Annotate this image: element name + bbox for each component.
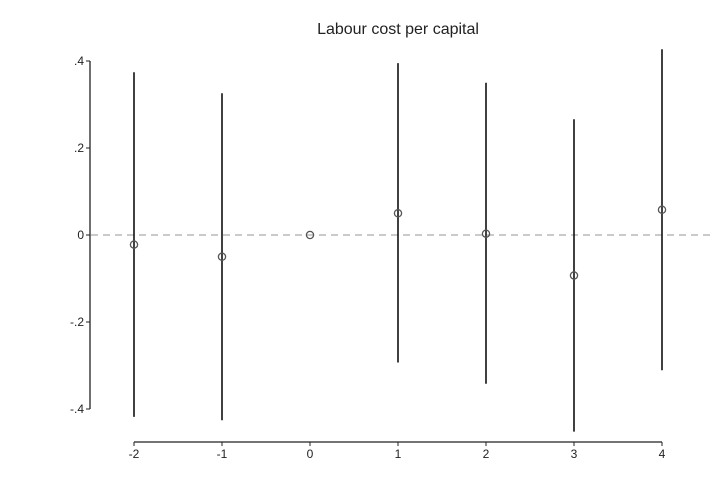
estimate-point--2 bbox=[129, 240, 139, 249]
estimate-point-1 bbox=[393, 208, 403, 218]
x-tick-label: 4 bbox=[659, 447, 666, 461]
y-tick-label: -.2 bbox=[70, 315, 84, 329]
x-tick-label: 2 bbox=[483, 447, 490, 461]
y-tick-label: -.4 bbox=[70, 402, 84, 416]
estimate-point-4 bbox=[657, 205, 667, 215]
estimate-point-2 bbox=[481, 229, 491, 238]
y-tick-label: .4 bbox=[74, 54, 84, 68]
y-tick-label: .2 bbox=[74, 141, 84, 155]
estimate-point--1 bbox=[217, 252, 227, 261]
estimate-point-3 bbox=[569, 271, 579, 280]
estimate-point-0 bbox=[305, 230, 315, 240]
x-tick-label: 1 bbox=[395, 447, 402, 461]
x-tick-label: 3 bbox=[571, 447, 578, 461]
x-tick-label: 0 bbox=[307, 447, 314, 461]
x-tick-label: -1 bbox=[217, 447, 228, 461]
x-tick-label: -2 bbox=[129, 447, 140, 461]
chart-title: Labour cost per capital bbox=[317, 21, 479, 38]
y-tick-label: 0 bbox=[77, 228, 84, 242]
